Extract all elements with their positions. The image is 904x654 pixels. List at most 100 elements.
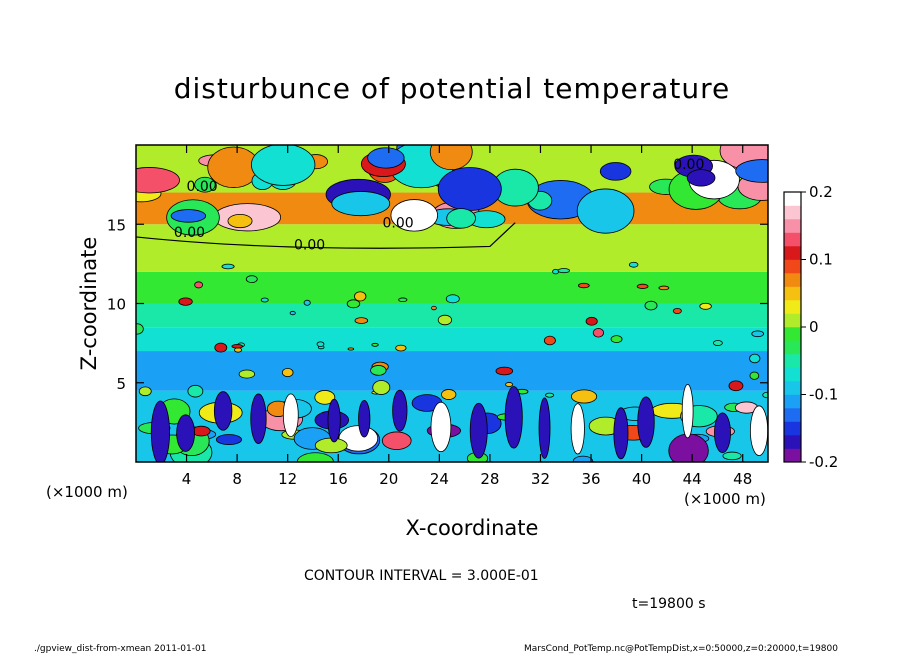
heatmap-cell xyxy=(437,167,502,211)
heatmap-cell xyxy=(354,291,367,302)
heatmap-cell xyxy=(281,367,294,378)
contour-label: 0.00 xyxy=(294,238,325,254)
time-text: t=19800 s xyxy=(632,596,706,612)
heatmap-cell xyxy=(331,191,391,217)
heatmap-cell xyxy=(282,393,299,438)
heatmap-cell xyxy=(347,347,355,351)
heatmap-cell xyxy=(576,188,635,234)
heatmap-cell xyxy=(599,162,632,181)
colorbar-swatch xyxy=(784,246,801,260)
contour-label: 0.00 xyxy=(673,157,704,173)
x-unit-label-right: (×1000 m) xyxy=(684,490,766,508)
y-axis-title: Z-coordinate xyxy=(77,237,101,371)
heatmap-cell xyxy=(751,330,765,338)
heatmap-cell xyxy=(735,159,768,183)
colorbar-swatch xyxy=(784,394,801,409)
x-tick-label: 20 xyxy=(379,470,398,488)
x-tick-label: 8 xyxy=(232,470,242,488)
heatmap-cell xyxy=(429,145,473,171)
colorbar-swatch xyxy=(784,259,801,274)
heatmap-cell xyxy=(398,297,408,303)
y-tick-label: 15 xyxy=(107,216,126,234)
contour-label: 0.00 xyxy=(382,215,413,231)
colorbar-swatch xyxy=(784,232,801,247)
heatmap-cell xyxy=(712,340,723,346)
x-tick-label: 24 xyxy=(430,470,449,488)
colorbar-tick-label: -0.1 xyxy=(809,386,838,404)
heatmap-cell xyxy=(354,317,369,324)
heatmap-cell xyxy=(371,342,379,347)
colorbar-tick-label: 0 xyxy=(809,318,819,336)
heatmap-cell xyxy=(178,297,193,306)
colorbar-swatch xyxy=(784,327,801,341)
heatmap-cell xyxy=(314,437,348,454)
footer-left-text: ./gpview_dist-from-xmean 2011-01-01 xyxy=(34,644,207,654)
heatmap-field xyxy=(136,145,768,462)
heatmap-cell xyxy=(245,275,258,283)
footer-right-text: MarsCond_PotTemp.nc@PotTempDist,x=0:5000… xyxy=(524,644,838,654)
heatmap-cell xyxy=(538,397,551,459)
heatmap-cell xyxy=(227,213,253,229)
heatmap-cell xyxy=(658,285,670,291)
heatmap-cell xyxy=(346,299,361,309)
colorbar-tick-label: 0.1 xyxy=(809,251,833,269)
heatmap-cell xyxy=(316,341,325,347)
heatmap-cell xyxy=(176,414,195,452)
heatmap-cell xyxy=(358,399,371,438)
heatmap-cell xyxy=(610,335,623,343)
heatmap-cell xyxy=(686,169,716,187)
x-tick-label: 12 xyxy=(278,470,297,488)
chart-title: disturbunce of potential temperature xyxy=(173,72,731,105)
colorbar-swatch xyxy=(784,286,801,301)
heatmap-cell xyxy=(636,283,649,289)
heatmap-cell xyxy=(570,403,585,455)
heatmap-cell xyxy=(749,405,768,456)
heatmap-cell xyxy=(289,310,296,316)
heatmap-cell xyxy=(495,366,514,376)
heatmap-cell xyxy=(314,390,336,405)
heatmap-cell xyxy=(150,400,170,462)
colorbar-swatch xyxy=(784,205,801,220)
heatmap-cell xyxy=(370,365,387,376)
heatmap-cell xyxy=(437,314,453,326)
colorbar-swatch xyxy=(784,448,801,463)
heatmap-cell xyxy=(592,328,604,338)
heatmap-cell xyxy=(194,281,204,289)
contour-line xyxy=(136,222,516,249)
heatmap-cell xyxy=(392,389,408,432)
x-tick-label: 16 xyxy=(329,470,348,488)
heatmap-cell xyxy=(505,382,514,387)
heatmap-cell xyxy=(572,455,594,462)
heatmap-cell xyxy=(504,386,523,449)
heatmap-layer xyxy=(136,327,768,352)
contour-interval-text: CONTOUR INTERVAL = 3.000E-01 xyxy=(304,568,539,584)
x-tick-label: 32 xyxy=(531,470,550,488)
heatmap-cell xyxy=(699,302,712,310)
colorbar-swatch xyxy=(784,367,801,382)
y-tick-label: 5 xyxy=(116,375,126,393)
heatmap-cell xyxy=(672,307,682,314)
heatmap-cell xyxy=(445,294,460,304)
colorbar-swatch xyxy=(784,300,801,314)
heatmap-cell xyxy=(570,389,598,404)
heatmap-layer xyxy=(136,303,768,328)
heatmap-cell xyxy=(250,393,267,444)
heatmap-cell xyxy=(231,343,243,349)
contour-label: 0.00 xyxy=(187,179,218,195)
heatmap-cell xyxy=(381,431,412,450)
heatmap-cell xyxy=(722,451,742,461)
heatmap-cell xyxy=(446,208,476,229)
heatmap-cell xyxy=(762,391,768,399)
colorbar-swatch xyxy=(784,408,801,422)
heatmap-cell xyxy=(187,384,204,398)
heatmap-cell xyxy=(191,425,211,437)
colorbar-swatch xyxy=(784,273,801,287)
heatmap-cell xyxy=(613,407,629,460)
heatmap-cell xyxy=(221,263,235,270)
colorbar-swatch xyxy=(784,421,801,436)
heatmap-cell xyxy=(215,434,242,446)
heatmap-cell xyxy=(749,353,761,364)
x-unit-label-left: (×1000 m) xyxy=(46,483,128,501)
x-tick-label: 4 xyxy=(182,470,192,488)
